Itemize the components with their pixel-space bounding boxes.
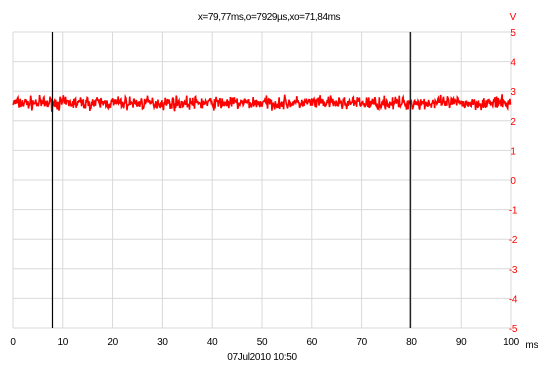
x-tick-label: 30 (157, 337, 168, 348)
y-tick-label: -4 (509, 294, 518, 305)
y-tick-label: -3 (509, 265, 518, 276)
grid (12, 31, 512, 329)
y-tick-label: 5 (510, 28, 516, 39)
y-tick-label: -1 (509, 206, 518, 217)
x-tick-label: 60 (307, 337, 318, 348)
y-tick-label: -2 (509, 235, 518, 246)
y-axis-unit: V (510, 12, 517, 23)
x-tick-label: 20 (107, 337, 118, 348)
x-tick-label: 50 (257, 337, 268, 348)
x-tick-label: 10 (58, 337, 69, 348)
y-tick-label: 3 (510, 87, 516, 98)
y-tick-label: 2 (510, 117, 516, 128)
x-tick-label: 80 (406, 337, 417, 348)
cursor-readout: x=79,77ms,o=7929µs,xo=71,84ms (198, 12, 341, 23)
cursors (51, 32, 411, 328)
y-tick-label: -5 (509, 324, 518, 335)
x-tick-label: 0 (10, 337, 16, 348)
x-tick-label: 40 (207, 337, 218, 348)
y-tick-label: 1 (510, 146, 516, 157)
x-axis-unit: ms (525, 340, 538, 351)
x-tick-label: 100 (503, 337, 520, 348)
timestamp: 07Jul2010 10:50 (227, 352, 297, 363)
signal-line (12, 93, 512, 113)
y-tick-label: 4 (510, 58, 516, 69)
x-tick-labels: 0 10 20 30 40 50 60 70 80 90 100 (10, 337, 520, 348)
y-tick-labels: 5 4 3 2 1 0 -1 -2 -3 -4 -5 (509, 28, 518, 335)
y-tick-label: 0 (510, 176, 516, 187)
x-tick-label: 70 (356, 337, 367, 348)
signal-trace (12, 93, 512, 113)
x-tick-label: 90 (456, 337, 467, 348)
